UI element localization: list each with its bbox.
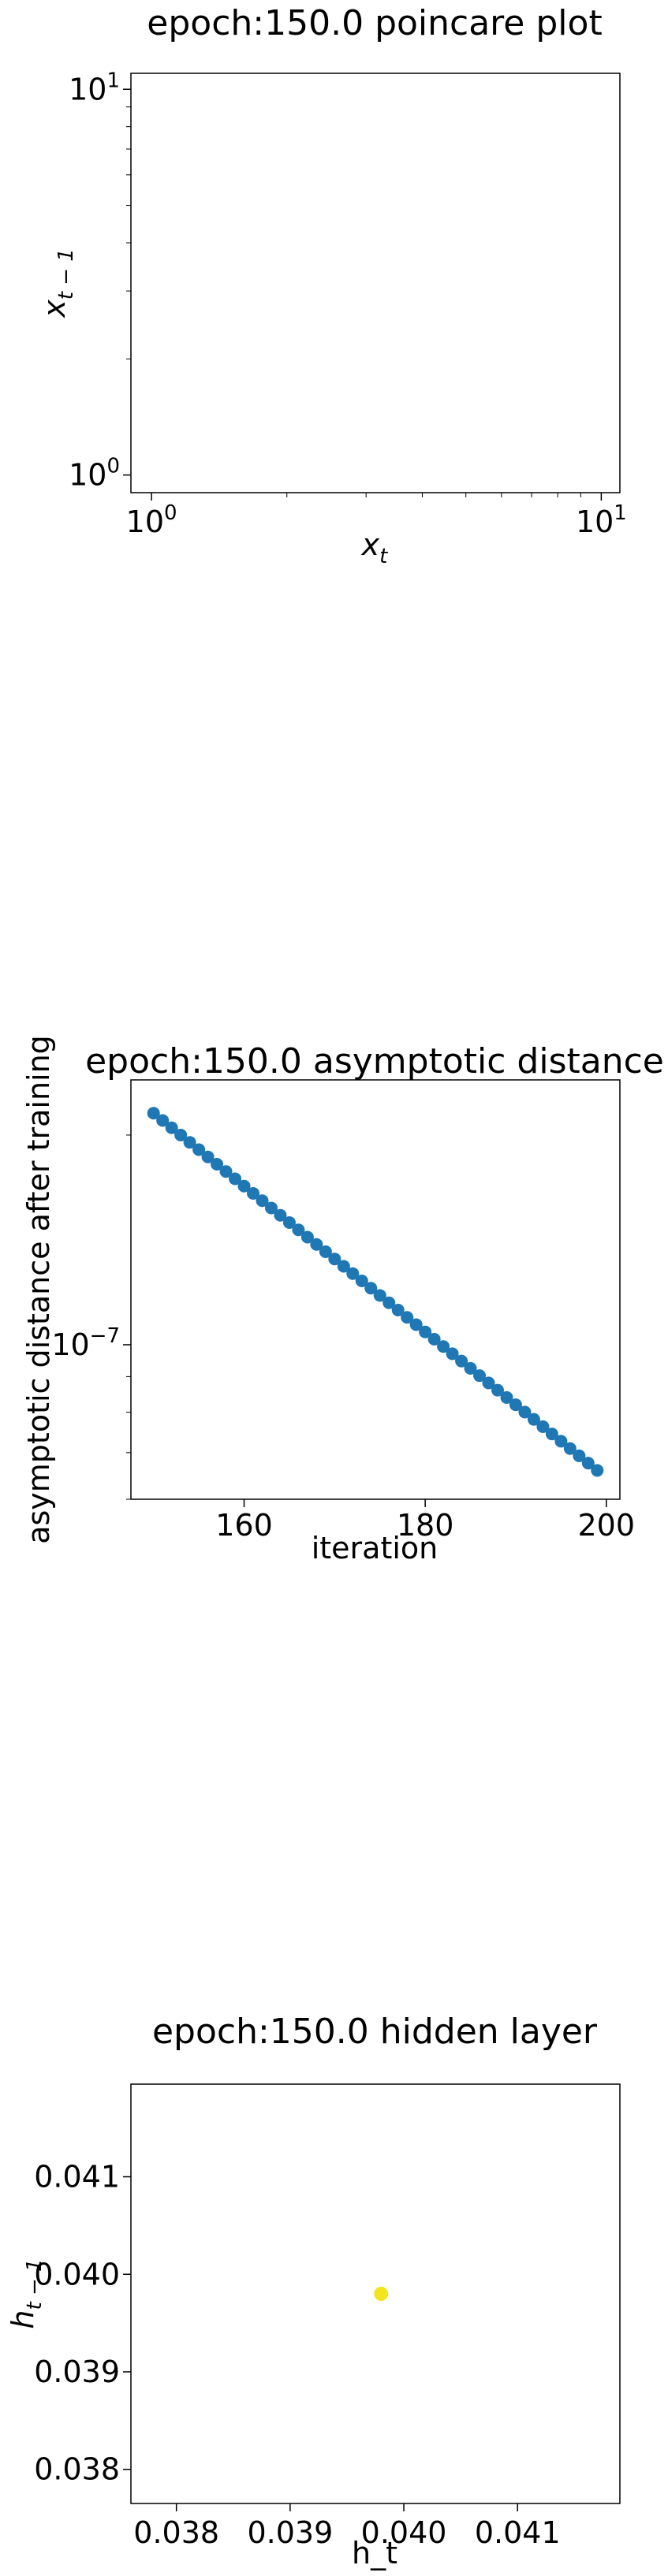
data-point <box>427 1332 441 1346</box>
y-tick-label: 10−7 <box>51 1324 120 1362</box>
x-tick-label: 100 <box>126 501 177 539</box>
data-point <box>419 1325 432 1338</box>
data-point <box>156 1114 170 1127</box>
asymptotic-chart: epoch:150.0 asymptotic distance 160 180 20… <box>21 1035 664 1565</box>
asymptotic-x-label: iteration <box>312 1531 438 1565</box>
data-point <box>482 1376 495 1390</box>
data-point <box>518 1405 532 1419</box>
x-tick-label: 180 <box>397 1508 454 1543</box>
hidden-layer-x-ticks: 0.038 0.039 0.040 0.041 <box>133 2503 561 2550</box>
poincare-title: epoch:150.0 poincare plot <box>147 3 602 43</box>
poincare-chart: epoch:150.0 poincare plot 100 101 100101 … <box>37 3 627 568</box>
data-point <box>300 1230 314 1244</box>
x-tick-label: 101 <box>576 501 627 539</box>
data-point <box>374 2287 389 2301</box>
data-point <box>319 1245 332 1258</box>
data-point <box>509 1398 522 1412</box>
x-tick-label: 0.040 <box>361 2515 447 2550</box>
data-point <box>437 1340 450 1353</box>
y-tick-label: 0.040 <box>34 2257 120 2291</box>
data-point <box>337 1260 350 1273</box>
hidden-layer-chart: epoch:150.0 hidden layer 0.038 0.039 0.040… <box>6 2012 621 2570</box>
data-point <box>536 1420 550 1433</box>
data-point <box>373 1289 386 1302</box>
data-point <box>527 1413 540 1426</box>
hidden-layer-points <box>374 2287 389 2301</box>
y-tick-label: 0.041 <box>34 2160 120 2194</box>
data-point <box>409 1318 423 1331</box>
x-tick-label: 0.038 <box>133 2515 219 2550</box>
data-point <box>147 1107 160 1120</box>
data-point <box>563 1442 577 1455</box>
hidden-layer-x-label: h_t <box>352 2536 397 2570</box>
y-tick-label: 100 <box>69 455 120 493</box>
hidden-layer-y-ticks: 0.038 0.039 0.040 0.041 <box>34 2160 131 2487</box>
data-point <box>165 1121 178 1134</box>
data-point <box>591 1464 604 1477</box>
asymptotic-title: epoch:150.0 asymptotic distance <box>85 1041 664 1081</box>
data-point <box>211 1157 224 1171</box>
data-point <box>264 1201 278 1215</box>
data-point <box>183 1136 196 1149</box>
data-point <box>391 1303 405 1316</box>
data-point <box>500 1390 513 1404</box>
data-point <box>229 1172 242 1186</box>
data-point <box>383 1296 396 1309</box>
asymptotic-plot-area <box>130 1079 621 1500</box>
y-tick-label: 0.038 <box>34 2452 120 2487</box>
data-point <box>328 1253 341 1266</box>
asymptotic-points <box>147 1107 604 1477</box>
hidden-layer-title: epoch:150.0 hidden layer <box>152 2012 598 2052</box>
data-point <box>282 1215 296 1229</box>
data-point <box>355 1274 368 1287</box>
asymptotic-y-ticks: 10−7 <box>51 1324 131 1362</box>
x-tick-label: 0.041 <box>475 2515 561 2550</box>
data-point <box>219 1165 233 1178</box>
poincare-minor-ticks <box>126 106 581 497</box>
hidden-layer-plot-area <box>130 2083 621 2504</box>
data-point <box>346 1267 360 1280</box>
y-tick-label: 0.039 <box>34 2355 120 2389</box>
data-point <box>310 1238 323 1251</box>
data-point <box>446 1347 459 1361</box>
data-point <box>401 1311 414 1324</box>
data-point <box>174 1128 188 1141</box>
data-point <box>464 1361 477 1375</box>
data-point <box>545 1428 558 1441</box>
poincare-x-ticks: 100 101 <box>126 493 627 539</box>
data-point <box>256 1194 269 1208</box>
x-tick-label: 0.039 <box>247 2515 333 2550</box>
data-point <box>473 1369 487 1383</box>
poincare-x-label: xt <box>361 527 389 568</box>
asymptotic-y-label: asymptotic distance after training <box>21 1035 56 1544</box>
hidden-layer-y-label: ht − 1 <box>6 2258 47 2328</box>
asymptotic-x-ticks: 160 180 200 <box>215 1499 635 1543</box>
data-point <box>192 1143 206 1156</box>
poincare-y-ticks: 100 101 <box>69 69 131 493</box>
data-point <box>554 1435 568 1448</box>
data-point <box>364 1282 378 1295</box>
data-point <box>247 1186 259 1200</box>
x-tick-label: 200 <box>578 1508 636 1543</box>
data-point <box>491 1383 504 1397</box>
poincare-y-label: xt − 1 <box>37 248 78 318</box>
data-point <box>455 1354 468 1368</box>
data-point <box>292 1223 305 1237</box>
data-point <box>581 1457 595 1470</box>
data-point <box>573 1449 586 1462</box>
x-tick-label: 160 <box>215 1508 273 1543</box>
poincare-plot-area <box>130 73 621 493</box>
data-point <box>274 1208 287 1222</box>
data-point <box>237 1179 251 1193</box>
y-tick-label: 101 <box>69 69 120 106</box>
data-point <box>201 1150 215 1163</box>
asymptotic-minor-ticks <box>126 1134 131 1500</box>
